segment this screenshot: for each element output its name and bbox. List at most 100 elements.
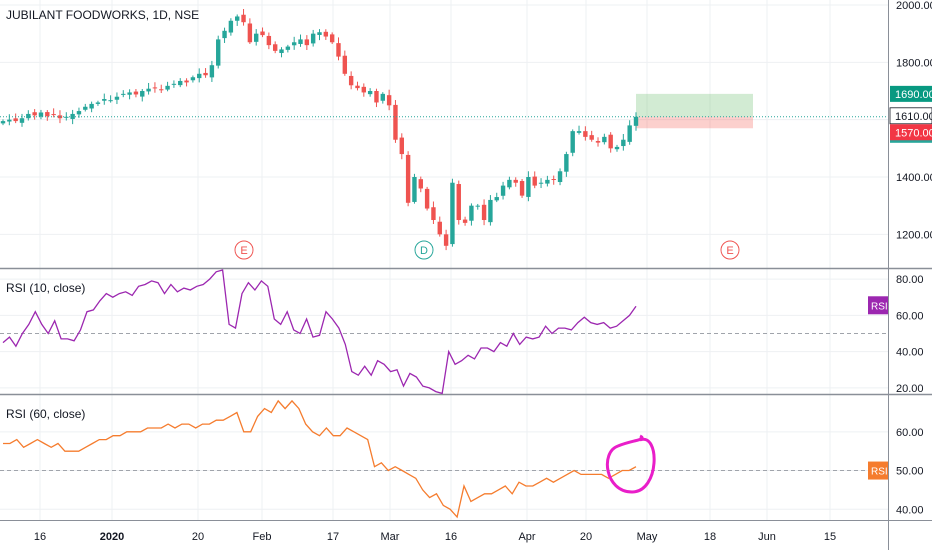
time-tick-label: 17 bbox=[327, 531, 339, 543]
candle-body bbox=[235, 16, 240, 21]
candle-body bbox=[241, 14, 246, 23]
time-tick-label: 16 bbox=[445, 531, 457, 543]
candle-body bbox=[304, 39, 310, 46]
candle-body bbox=[310, 33, 316, 44]
candle-body bbox=[89, 103, 94, 109]
candle-body bbox=[494, 197, 499, 201]
candle-body bbox=[57, 115, 63, 119]
candle-body bbox=[393, 104, 398, 140]
candle-body bbox=[405, 154, 411, 203]
position-stop-zone bbox=[636, 116, 753, 129]
candle-body bbox=[159, 89, 164, 91]
time-tick-label: Feb bbox=[253, 531, 272, 543]
rsi10-value-badge-label: RSI bbox=[871, 301, 888, 312]
candle-body bbox=[595, 141, 601, 143]
candle-body bbox=[260, 31, 265, 36]
candle-body bbox=[329, 34, 335, 43]
candle-body bbox=[412, 177, 417, 202]
candle-body bbox=[608, 134, 613, 149]
candle-body bbox=[209, 65, 215, 78]
event-marker bbox=[720, 240, 740, 260]
rsi10-line bbox=[2, 269, 637, 395]
candle-body bbox=[399, 137, 404, 155]
candle-body bbox=[121, 93, 126, 95]
candle-body bbox=[32, 112, 37, 116]
candle-body bbox=[146, 88, 151, 92]
candle-body bbox=[272, 44, 278, 51]
candle-body bbox=[488, 199, 493, 223]
candle-body bbox=[0, 121, 6, 124]
candle-body bbox=[380, 93, 385, 101]
time-tick-label: 15 bbox=[824, 531, 836, 543]
candle-body bbox=[633, 116, 639, 126]
event-marker bbox=[414, 240, 434, 260]
candle-body bbox=[254, 33, 259, 42]
time-tick-label: Apr bbox=[518, 531, 535, 543]
time-tick-label: 18 bbox=[704, 531, 716, 543]
time-tick-label: Jun bbox=[758, 531, 776, 543]
event-marker-label: D bbox=[420, 245, 428, 257]
candle-body bbox=[469, 205, 474, 221]
rsi10-tick-label: 40.00 bbox=[896, 347, 924, 359]
price-tick-label: 2000.00 bbox=[896, 0, 932, 12]
rsi60-tick-label: 40.00 bbox=[896, 504, 924, 516]
candle-body bbox=[424, 188, 430, 209]
candle-body bbox=[83, 106, 88, 110]
candle-body bbox=[247, 23, 253, 43]
candle-body bbox=[443, 234, 449, 246]
candle-body bbox=[481, 204, 487, 220]
rsi60-value-badge bbox=[868, 461, 888, 480]
rsi60-line bbox=[3, 399, 637, 519]
candle-body bbox=[336, 43, 341, 57]
event-marker-label: E bbox=[240, 245, 247, 257]
candle-body bbox=[76, 111, 82, 115]
candle-body bbox=[564, 154, 569, 172]
candle-body bbox=[184, 80, 189, 83]
price-tick-label: 1200.00 bbox=[896, 229, 932, 241]
time-tick-label: 2020 bbox=[100, 531, 124, 543]
candle-body bbox=[317, 32, 322, 35]
candle-body bbox=[431, 207, 436, 220]
candle-body bbox=[342, 55, 348, 74]
candle-body bbox=[95, 102, 101, 104]
highlight-circle-annotation bbox=[605, 434, 656, 494]
candle-body bbox=[507, 179, 512, 188]
rsi10-tick-label: 60.00 bbox=[896, 310, 924, 322]
rsi60-value-badge-label: RSI bbox=[871, 467, 888, 478]
candle-body bbox=[45, 112, 50, 117]
candle-body bbox=[418, 179, 423, 189]
candle-body bbox=[178, 80, 183, 86]
candle-body bbox=[13, 118, 18, 122]
candle-body bbox=[576, 131, 582, 133]
candle-body bbox=[108, 100, 113, 102]
price-tick-label: 1400.00 bbox=[896, 172, 932, 184]
candle-body bbox=[621, 139, 626, 147]
candle-body bbox=[526, 177, 531, 197]
price-label: 1610.00 bbox=[895, 111, 932, 123]
candle-body bbox=[171, 83, 177, 85]
candle-body bbox=[361, 86, 367, 93]
candle-body bbox=[557, 171, 563, 183]
candle-body bbox=[133, 91, 139, 95]
time-tick-label: May bbox=[637, 531, 658, 543]
time-tick-label: 20 bbox=[192, 531, 204, 543]
candle-body bbox=[475, 205, 480, 207]
candle-body bbox=[152, 87, 158, 89]
candle-body bbox=[266, 35, 272, 46]
candle-body bbox=[570, 131, 575, 153]
price-label: 1570.00 bbox=[895, 127, 932, 139]
candle-body bbox=[140, 91, 145, 97]
candle-body bbox=[456, 184, 461, 220]
candle-body bbox=[545, 179, 550, 184]
candle-body bbox=[513, 179, 518, 183]
candle-body bbox=[538, 182, 544, 184]
event-marker-label: E bbox=[726, 245, 733, 257]
candle-body bbox=[367, 91, 373, 95]
price-label-bg bbox=[889, 107, 932, 125]
price-label: 1690.00 bbox=[895, 89, 932, 101]
candle-body bbox=[602, 136, 607, 143]
event-marker bbox=[234, 240, 254, 260]
candle-body bbox=[627, 125, 632, 142]
